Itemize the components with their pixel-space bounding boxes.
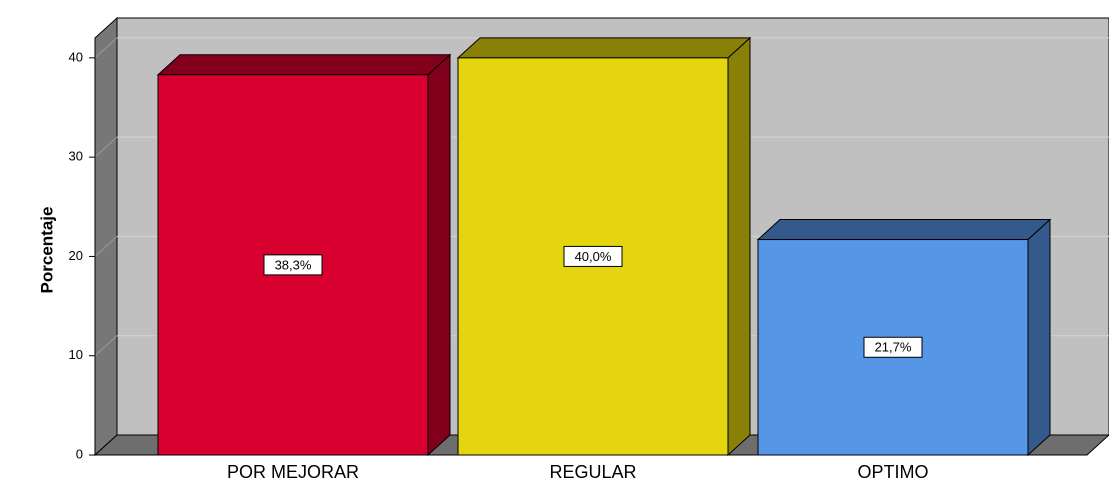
bar-top xyxy=(456,37,752,59)
y-tick-label: 20 xyxy=(69,248,83,263)
value-label: 38,3% xyxy=(275,257,312,272)
bar-side xyxy=(727,36,751,457)
grid-line xyxy=(94,236,118,257)
grid-line xyxy=(94,335,118,357)
y-tick-label: 40 xyxy=(69,49,83,64)
bar-side xyxy=(1027,218,1051,457)
y-tick-label: 30 xyxy=(69,149,83,164)
value-label-box xyxy=(563,245,623,267)
value-label-group: 38,3% xyxy=(263,254,323,276)
value-label-box xyxy=(863,336,923,358)
y-axis-label: Porcentaje xyxy=(37,207,56,294)
value-label: 21,7% xyxy=(875,340,912,355)
x-tick-label: OPTIMO xyxy=(858,462,929,482)
value-label: 40,0% xyxy=(575,249,612,264)
bar-top xyxy=(156,54,452,76)
value-label-group: 40,0% xyxy=(563,245,623,267)
grid-line xyxy=(94,136,118,158)
y-tick-label: 0 xyxy=(76,446,83,461)
value-label-group: 21,7% xyxy=(863,336,923,358)
value-label-box xyxy=(263,254,323,276)
bar-top xyxy=(756,219,1052,241)
x-tick-label: POR MEJORAR xyxy=(227,462,359,482)
y-tick-label: 10 xyxy=(69,347,83,362)
x-tick-label: REGULAR xyxy=(549,462,636,482)
side-wall xyxy=(94,16,118,457)
bar-side xyxy=(427,53,451,457)
grid-line xyxy=(94,37,118,59)
